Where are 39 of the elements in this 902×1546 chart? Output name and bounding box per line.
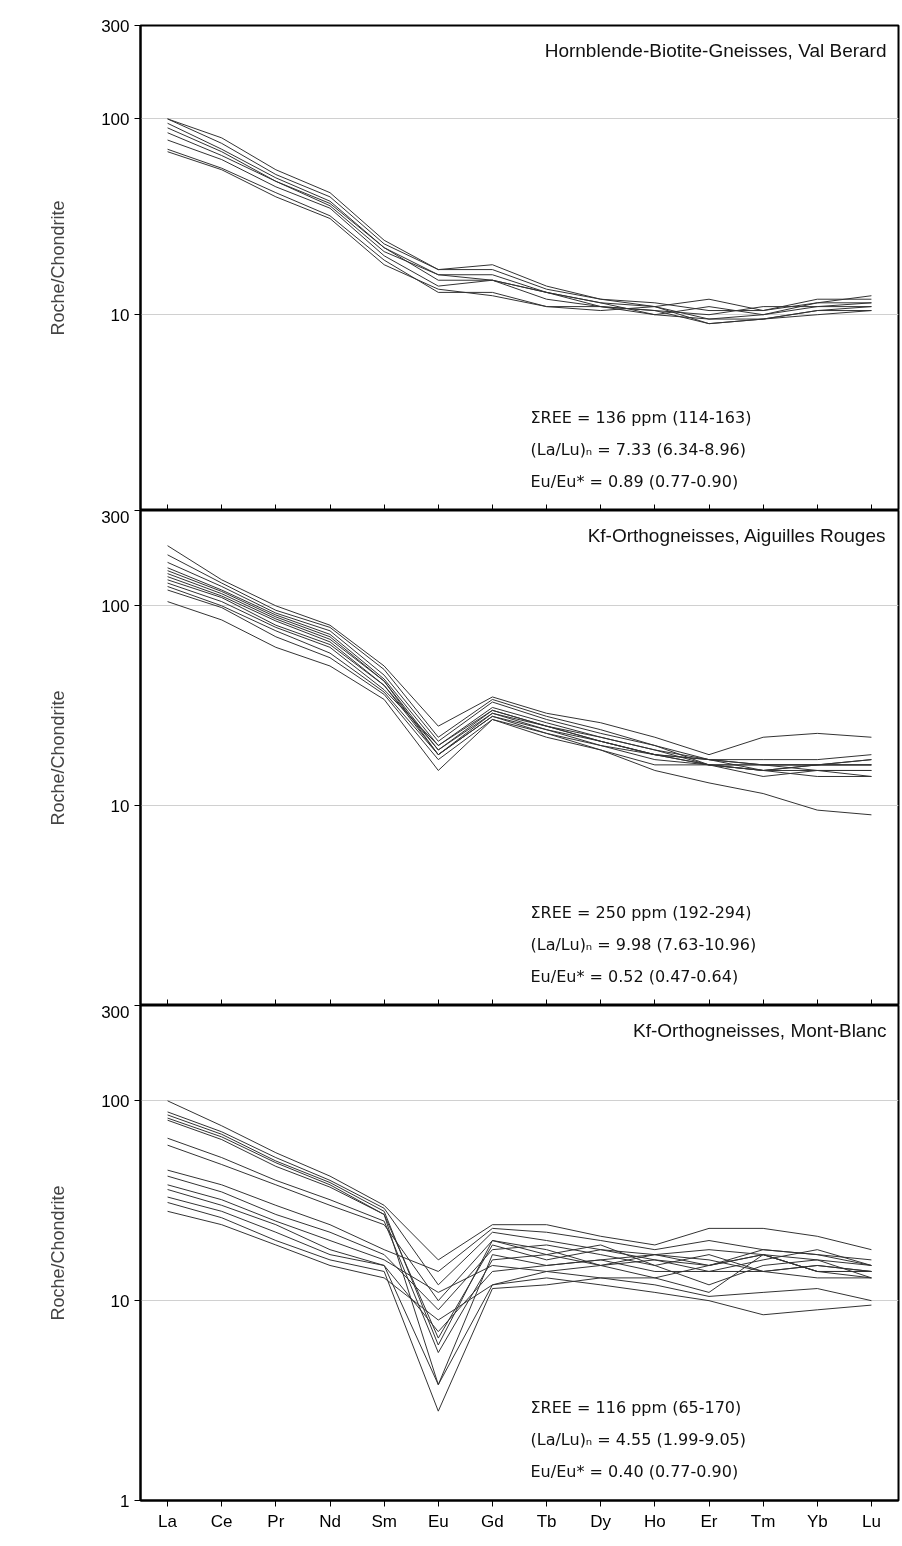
annotation: Eu/Eu* = 0.40 (0.77-0.90) bbox=[530, 1461, 739, 1481]
x-tick-label: Er bbox=[700, 1511, 718, 1531]
annotation: ΣREE = 116 ppm (65-170) bbox=[530, 1397, 742, 1417]
x-tick-label: Gd bbox=[481, 1511, 504, 1531]
y-tick-label: 1 bbox=[120, 1491, 130, 1511]
y-tick-label: 100 bbox=[101, 1091, 130, 1111]
y-axis-title: Roche/Chondrite bbox=[48, 690, 69, 826]
y-tick-label: 300 bbox=[101, 507, 130, 527]
x-tick-label: Yb bbox=[806, 1511, 828, 1531]
annotation: Eu/Eu* = 0.52 (0.47-0.64) bbox=[530, 966, 739, 986]
x-tick-label: Ce bbox=[210, 1511, 233, 1531]
x-tick-label: Eu bbox=[427, 1511, 449, 1531]
y-axis-title: Roche/Chondrite bbox=[48, 200, 69, 336]
y-tick-label: 100 bbox=[101, 109, 130, 129]
y-tick-label: 300 bbox=[101, 1002, 130, 1022]
x-tick-label: Nd bbox=[319, 1511, 341, 1531]
y-tick-label: 100 bbox=[101, 596, 130, 616]
text: Kf-Orthogneisses, Aiguilles Rouges bbox=[587, 524, 886, 546]
y-tick-label: 10 bbox=[110, 305, 130, 325]
x-tick-label: Tb bbox=[536, 1511, 557, 1531]
x-tick-label: Sm bbox=[371, 1511, 397, 1531]
text: Kf-Orthogneisses, Mont-Blanc bbox=[633, 1019, 887, 1041]
annotation: ΣREE = 136 ppm (114-163) bbox=[530, 407, 752, 427]
y-tick-label: 10 bbox=[110, 1291, 130, 1311]
annotation: (La/Lu)ₙ = 9.98 (7.63-10.96) bbox=[530, 934, 757, 954]
x-tick-label: La bbox=[158, 1511, 178, 1531]
x-tick-label: Ho bbox=[643, 1511, 666, 1531]
x-tick-label: Pr bbox=[267, 1511, 285, 1531]
y-axis-title: Roche/Chondrite bbox=[48, 1185, 69, 1321]
annotation: (La/Lu)ₙ = 4.55 (1.99-9.05) bbox=[530, 1429, 747, 1449]
x-tick-label: Lu bbox=[861, 1511, 881, 1531]
y-tick-label: 10 bbox=[110, 796, 130, 816]
annotation: (La/Lu)ₙ = 7.33 (6.34-8.96) bbox=[530, 439, 747, 459]
text: Hornblende-Biotite-Gneisses, Val Berard bbox=[544, 39, 887, 61]
annotation: Eu/Eu* = 0.89 (0.77-0.90) bbox=[530, 471, 739, 491]
x-tick-label: Tm bbox=[750, 1511, 776, 1531]
y-tick-label: 300 bbox=[101, 16, 130, 36]
annotation: ΣREE = 250 ppm (192-294) bbox=[530, 902, 752, 922]
x-tick-label: Dy bbox=[590, 1511, 612, 1531]
